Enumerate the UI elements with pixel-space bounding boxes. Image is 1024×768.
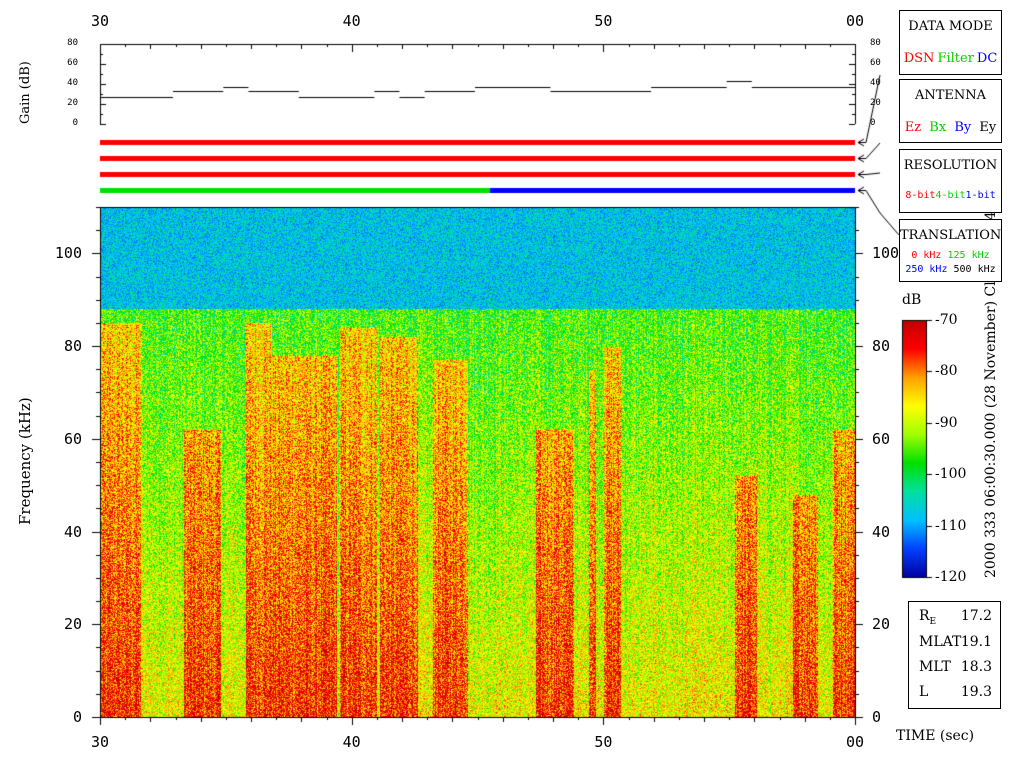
position-value-re: 17.2 (960, 608, 992, 624)
data-mode-dc: DC (976, 51, 998, 66)
translation-row-2: 250 kHz 500 kHz (900, 264, 1001, 275)
data-mode-dsn: DSN (903, 51, 935, 66)
translation-500khz: 500 kHz (953, 264, 996, 275)
resolution-4bit: 4-bit (935, 190, 966, 201)
position-table: RE 17.2 MLAT 19.1 MLT 18.3 L 19.3 (908, 601, 1001, 709)
position-key-mlat: MLAT (919, 634, 962, 650)
antenna-ez: Ez (904, 120, 922, 135)
resolution-1bit: 1-bit (965, 190, 996, 201)
translation-250khz: 250 kHz (905, 264, 948, 275)
resolution-legend: RESOLUTION 8-bit4-bit1-bit (899, 149, 1002, 213)
antenna-legend: ANTENNA Ez Bx By Ey (899, 79, 1002, 143)
data-mode-legend: DATA MODE DSN Filter DC (899, 10, 1002, 75)
position-value-mlat: 19.1 (960, 634, 992, 650)
position-key-mlt: MLT (919, 659, 951, 675)
translation-0khz: 0 kHz (911, 250, 942, 261)
data-mode-filter: Filter (937, 51, 974, 66)
data-mode-title: DATA MODE (908, 19, 993, 34)
antenna-ey: Ey (979, 120, 997, 135)
position-key-re: RE (919, 608, 937, 627)
position-key-l: L (919, 684, 929, 700)
data-mode-items: DSN Filter DC (900, 51, 1001, 66)
position-value-mlt: 18.3 (960, 659, 992, 675)
translation-125khz: 125 kHz (947, 250, 990, 261)
antenna-items: Ez Bx By Ey (900, 120, 1001, 135)
translation-title: TRANSLATION (900, 228, 1002, 243)
position-value-l: 19.3 (960, 684, 992, 700)
antenna-title: ANTENNA (914, 88, 987, 103)
translation-legend: TRANSLATION 0 kHz 125 kHz 250 kHz 500 kH… (899, 219, 1002, 282)
translation-row-1: 0 kHz 125 kHz (900, 250, 1001, 261)
antenna-by: By (954, 120, 972, 135)
antenna-bx: Bx (929, 120, 947, 135)
resolution-8bit: 8-bit (905, 190, 936, 201)
resolution-title: RESOLUTION (903, 158, 998, 173)
resolution-items: 8-bit4-bit1-bit (900, 190, 1001, 201)
